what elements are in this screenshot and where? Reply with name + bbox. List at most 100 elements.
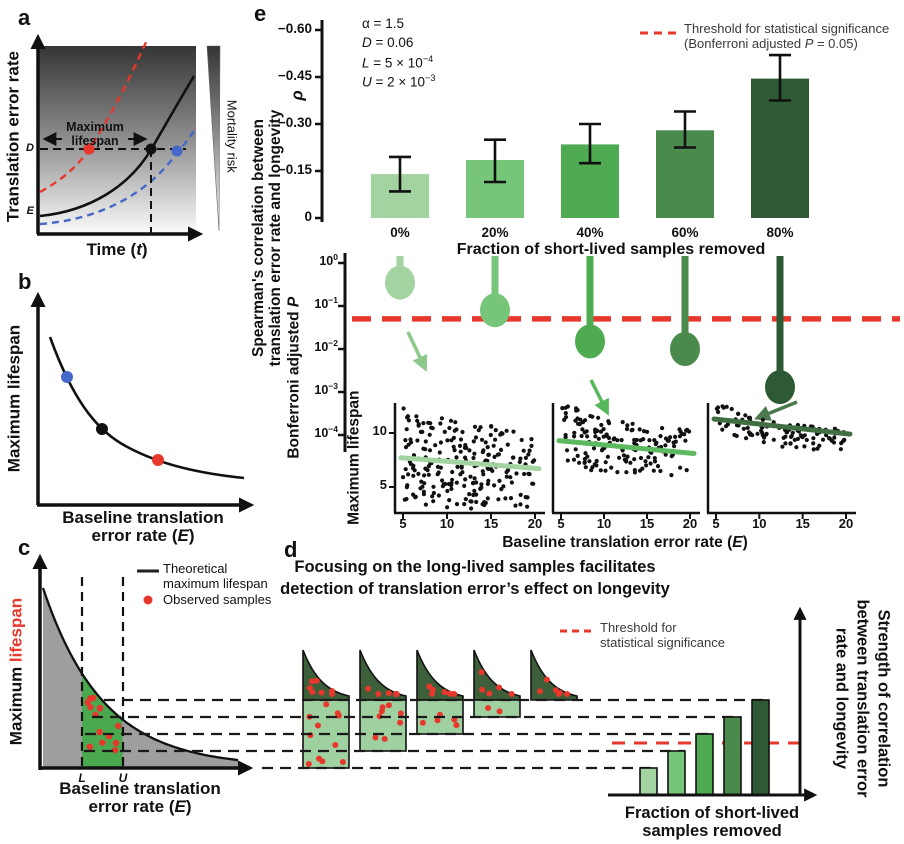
scatter-point [764, 431, 769, 436]
scatter-point [792, 437, 797, 442]
pvalue-tick-label: 10−1 [314, 295, 338, 312]
scatter-point [449, 438, 454, 443]
panel-d-threshold-legend-line2: statistical significance [600, 635, 725, 650]
panel-c-graphics [41, 577, 239, 767]
scatter-point [431, 490, 436, 496]
sample-dot [385, 702, 392, 709]
scatter-point [426, 472, 431, 477]
panel-d-y-axis-label-line3: rate and longevity [832, 627, 851, 770]
legend-observed-samples: Observed samples [163, 592, 272, 607]
observed-sample-dot [96, 705, 104, 712]
scatter-point [672, 444, 677, 449]
scatter-point [802, 444, 807, 449]
scatter-point [788, 434, 794, 439]
scatter-point [780, 444, 785, 449]
panel-e-threshold-legend-line1: Threshold for statistical significance [684, 21, 890, 36]
scatter-point [839, 441, 844, 446]
sample-dot [508, 691, 515, 697]
scatter-point [521, 448, 526, 453]
scatter-point [720, 404, 725, 409]
scatter-point [684, 468, 689, 473]
scatter-point [436, 493, 441, 498]
high-error-curve [39, 39, 149, 194]
scatter-point [527, 448, 532, 453]
model-parameter: U = 2 × 10−3 [362, 73, 436, 90]
scatter-point [795, 436, 801, 441]
scatter-point [683, 438, 688, 443]
observed-sample-dot [87, 704, 94, 711]
sample-dot [375, 691, 382, 697]
panel-e-letter: e [254, 1, 267, 26]
sample-dot [323, 701, 330, 708]
sample-dot [315, 722, 321, 729]
e-baseline-tick: E [26, 205, 34, 217]
scatter-point [458, 437, 464, 442]
scatter-point [493, 437, 498, 442]
lollipop-stem [681, 256, 689, 349]
scatter-point [480, 469, 485, 474]
panel-d-letter: d [284, 537, 298, 562]
scatter-point [473, 435, 479, 440]
scatter-point [615, 438, 620, 443]
spearman-axis-label-line1: Spearman's correlation between [250, 119, 267, 357]
scatter-x-tick-label: 20 [527, 516, 543, 531]
scatter-point [412, 468, 417, 473]
scatter-point [416, 423, 421, 428]
scatter-point [744, 436, 749, 441]
observed-sample-dot [112, 739, 120, 747]
scatter-point [593, 427, 598, 432]
scatter-point [615, 470, 620, 475]
scatter-point [518, 456, 523, 461]
scatter-point [491, 443, 496, 448]
scatter-point [402, 497, 407, 502]
bar-category-label: 60% [671, 225, 699, 240]
scatter-point [463, 443, 468, 448]
scatter-point [820, 437, 826, 442]
sample-dot [496, 684, 503, 691]
scatter-point [483, 440, 488, 445]
scatter-x-tick-label: 15 [795, 516, 810, 531]
scatter-point [427, 432, 432, 437]
scatter-point [467, 448, 472, 453]
scatter-point [401, 406, 406, 411]
panel-e-graphics [315, 20, 900, 519]
scatter-point [423, 439, 428, 444]
scatter-point [771, 437, 776, 442]
scatter-point [476, 428, 481, 433]
scatter-point [462, 483, 467, 488]
scatter-point [592, 462, 597, 467]
panel-a-x-axis-label: Time (t) [86, 240, 148, 259]
scatter-point [500, 431, 505, 436]
scatter-point [637, 427, 642, 432]
scatter-point [838, 447, 844, 452]
scatter-point [449, 486, 454, 491]
theoretical-lifespan-curve [41, 587, 239, 762]
scatter-point [598, 468, 603, 473]
scatter-point [449, 483, 454, 488]
scatter-x-tick-label: 15 [483, 516, 499, 531]
scatter-point [454, 502, 460, 507]
long-lived-wedge [473, 649, 521, 701]
scatter-point [447, 498, 452, 503]
scatter-point [431, 499, 436, 504]
sample-dot [434, 717, 441, 724]
scatter-point [435, 472, 440, 477]
sample-dot [372, 734, 379, 741]
scatter-point [734, 433, 739, 438]
sample-dot [537, 688, 543, 695]
scatter-point [525, 495, 530, 500]
scatter-point [563, 432, 568, 438]
scatter-point [748, 432, 753, 437]
scatter-point [666, 438, 671, 443]
sample-dot [309, 689, 316, 696]
scatter-x-tick-label: 10 [439, 516, 455, 531]
scatter-point [430, 426, 435, 431]
observed-sample-dot [115, 722, 122, 730]
scatter-x-tick-label: 5 [557, 516, 565, 531]
scatter-y-tick-label: 10 [372, 423, 387, 438]
scatter-point [572, 430, 577, 435]
scatter-point [463, 477, 468, 482]
scatter-point [640, 466, 645, 471]
scatter-point [437, 450, 442, 455]
